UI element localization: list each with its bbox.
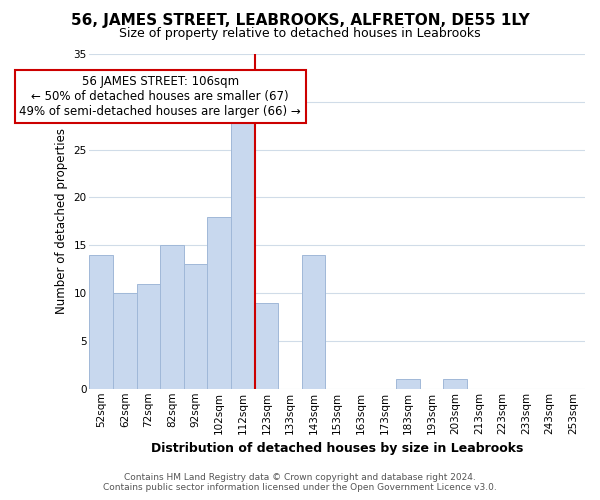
Text: 56, JAMES STREET, LEABROOKS, ALFRETON, DE55 1LY: 56, JAMES STREET, LEABROOKS, ALFRETON, D…: [71, 12, 529, 28]
X-axis label: Distribution of detached houses by size in Leabrooks: Distribution of detached houses by size …: [151, 442, 523, 455]
Bar: [302, 255, 325, 389]
Y-axis label: Number of detached properties: Number of detached properties: [55, 128, 68, 314]
Bar: [160, 246, 184, 389]
Bar: [184, 264, 208, 389]
Bar: [443, 379, 467, 389]
Bar: [231, 121, 254, 389]
Bar: [208, 216, 231, 389]
Text: 56 JAMES STREET: 106sqm
← 50% of detached houses are smaller (67)
49% of semi-de: 56 JAMES STREET: 106sqm ← 50% of detache…: [19, 75, 301, 118]
Text: Contains HM Land Registry data © Crown copyright and database right 2024.
Contai: Contains HM Land Registry data © Crown c…: [103, 473, 497, 492]
Bar: [254, 302, 278, 389]
Bar: [89, 255, 113, 389]
Bar: [137, 284, 160, 389]
Text: Size of property relative to detached houses in Leabrooks: Size of property relative to detached ho…: [119, 28, 481, 40]
Bar: [396, 379, 420, 389]
Bar: [113, 293, 137, 389]
